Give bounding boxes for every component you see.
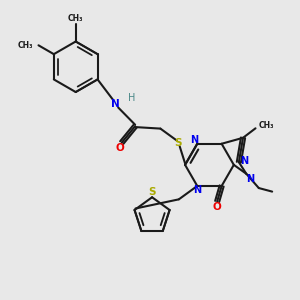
Text: N: N [240, 156, 248, 166]
Text: CH₃: CH₃ [68, 14, 83, 23]
Text: CH₃: CH₃ [18, 41, 33, 50]
Text: S: S [175, 139, 182, 148]
Text: N: N [193, 185, 201, 195]
Text: O: O [213, 202, 221, 212]
Text: N: N [190, 135, 198, 145]
Text: N: N [111, 99, 120, 109]
Text: N: N [246, 174, 254, 184]
Text: O: O [116, 143, 124, 153]
Text: S: S [148, 187, 156, 197]
Text: H: H [128, 93, 135, 103]
Text: CH₃: CH₃ [259, 121, 274, 130]
